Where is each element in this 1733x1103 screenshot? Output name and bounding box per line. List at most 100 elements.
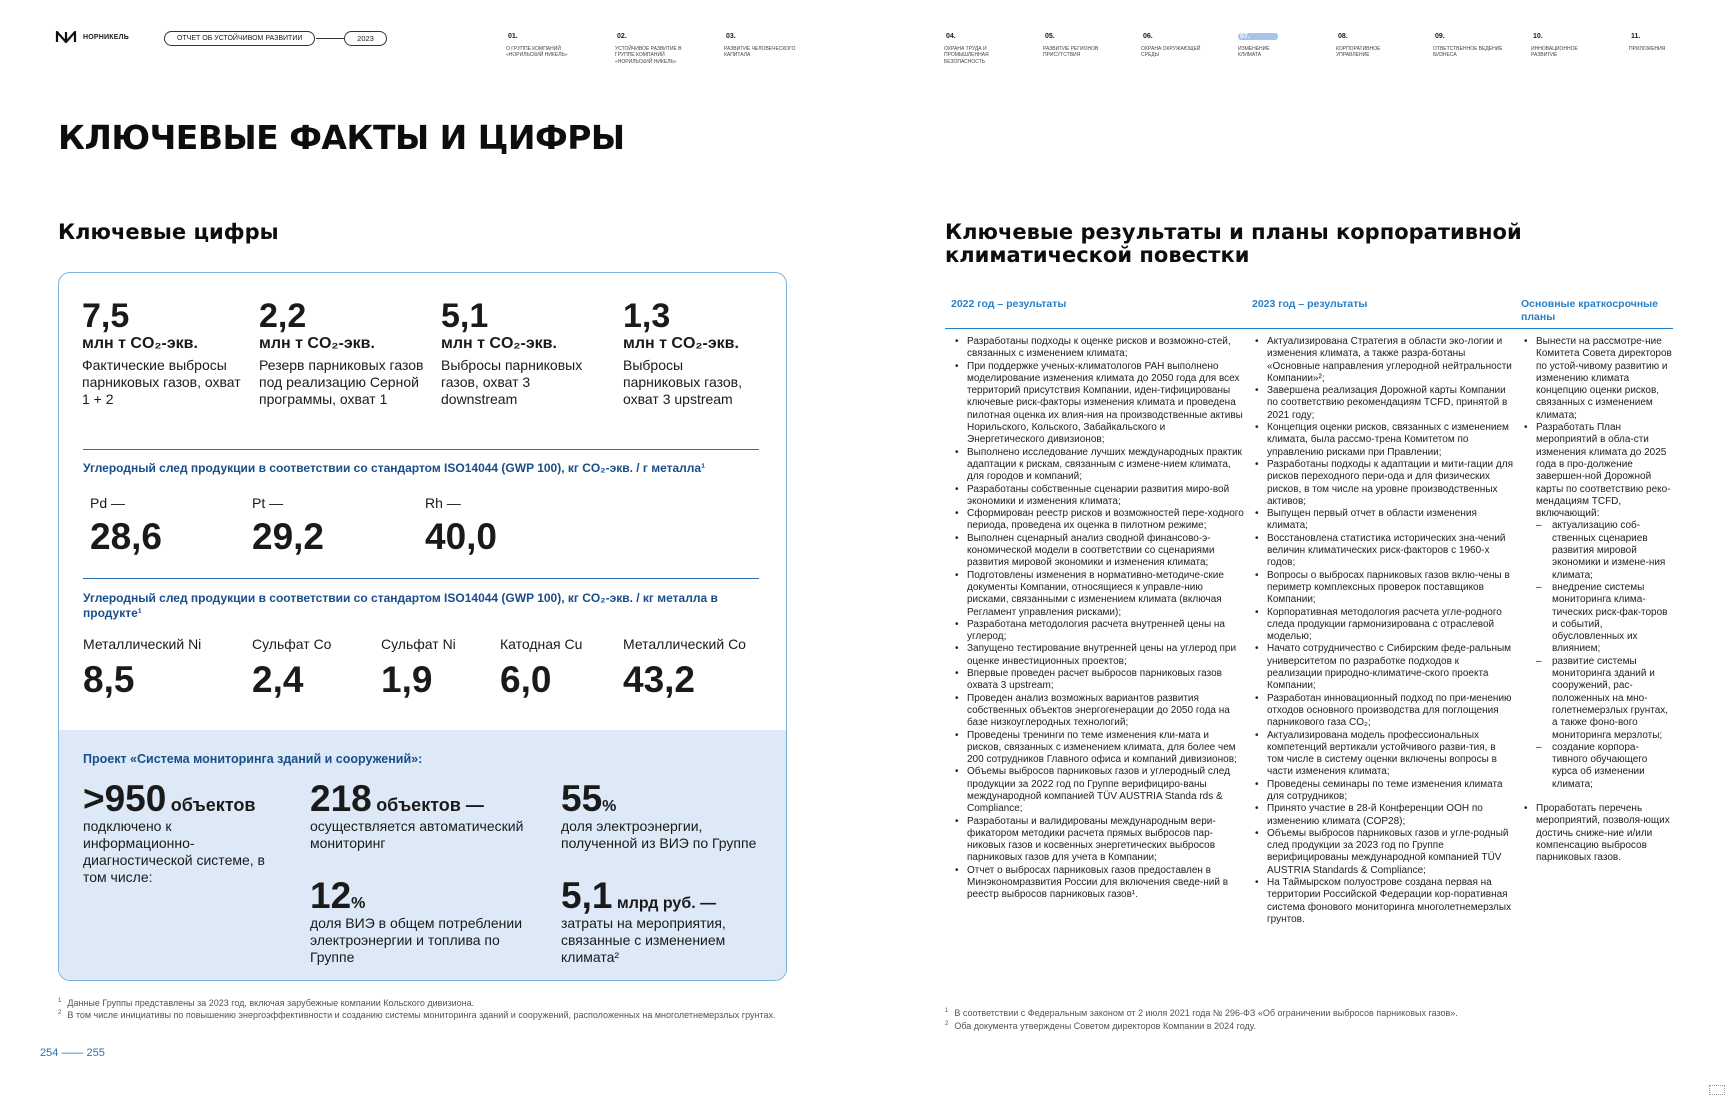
- monitoring-auto: 218 объектов — осуществляется автоматиче…: [310, 780, 530, 852]
- list-item: внедрение системы мониторинга клима-тиче…: [1522, 582, 1672, 656]
- logo[interactable]: НОРНИКЕЛЬ: [55, 30, 129, 44]
- key-figure-unit: млн т CO₂-экв.: [82, 335, 198, 352]
- list-item: Вопросы о выбросах парниковых газов вклю…: [1253, 570, 1515, 607]
- monitoring-unit: %: [602, 798, 617, 815]
- nav-number: 07.: [1238, 33, 1278, 40]
- nav-item-1[interactable]: 01. О ГРУППЕ КОМПАНИЙ «НОРИЛЬСКИЙ НИКЕЛЬ»: [506, 25, 596, 59]
- nav-item-7[interactable]: 07. ИЗМЕНЕНИЕ КЛИМАТА: [1238, 25, 1328, 59]
- list-item: Начато сотрудничество с Сибирским феде-р…: [1253, 643, 1515, 692]
- nav-item-3[interactable]: 03. РАЗВИТИЕ ЧЕЛОВЕЧЕСКОГО КАПИТАЛА: [724, 25, 814, 59]
- nav-item-5[interactable]: 05. РАЗВИТИЕ РЕГИОНОВ ПРИСУТСТВИЯ: [1043, 25, 1133, 59]
- nav-item-4[interactable]: 04. ОХРАНА ТРУДА И ПРОМЫШЛЕННАЯ БЕЗОПАСНО…: [944, 25, 1034, 65]
- report-label-pill[interactable]: ОТЧЕТ ОБ УСТОЙЧИВОМ РАЗВИТИИ: [164, 31, 316, 46]
- monitoring-unit: %: [351, 895, 366, 912]
- nav-label: ОХРАНА ОКРУЖАЮЩЕЙ СРЕДЫ: [1141, 46, 1201, 59]
- col-plans: Вынести на рассмотре-ние Комитета Совета…: [1522, 336, 1672, 864]
- list-item: Разработать План мероприятий в обла-сти …: [1522, 422, 1672, 520]
- monitoring-unit: объектов —: [376, 795, 484, 815]
- key-figure-value: 5,1: [441, 297, 489, 335]
- metal-pd: Pd — 28,6: [90, 495, 162, 557]
- key-figures-title: Ключевые цифры: [58, 220, 279, 244]
- nav-item-9[interactable]: 09. ОТВЕТСТВЕННОЕ ВЕДЕНИЕ БИЗНЕСА: [1433, 25, 1523, 59]
- key-figure-unit: млн т CO₂-экв.: [441, 335, 557, 352]
- list-item: Принято участие в 28-й Конференции ООН п…: [1253, 803, 1515, 828]
- monitoring-value: 5,1: [561, 875, 613, 916]
- nav-number: 09.: [1435, 33, 1445, 40]
- nav-item-6[interactable]: 06. ОХРАНА ОКРУЖАЮЩЕЙ СРЕДЫ: [1141, 25, 1231, 59]
- nav-number: 04.: [946, 33, 956, 40]
- nav-label: ИННОВАЦИОННОЕ РАЗВИТИЕ: [1531, 46, 1578, 59]
- monitoring-res-share: 55% доля электроэнергии, полученной из В…: [561, 780, 776, 852]
- key-figure-desc: Выбросы парниковых газов, охват 3 upstre…: [623, 357, 742, 407]
- nav-label: ОХРАНА ТРУДА И ПРОМЫШЛЕННАЯ БЕЗОПАСНОСТЬ: [944, 46, 989, 65]
- nav-label: РАЗВИТИЕ ЧЕЛОВЕЧЕСКОГО КАПИТАЛА: [724, 46, 796, 59]
- nav-item-11[interactable]: 11. ПРИЛОЖЕНИЯ: [1629, 25, 1719, 52]
- col-2023: Актуализирована Стратегия в области эко-…: [1253, 336, 1515, 926]
- footprint-kg-heading: Углеродный след продукции в соответствии…: [83, 591, 718, 620]
- metal-name: Катодная Cu: [500, 636, 583, 652]
- list-item: Разработан инновационный подход по при-м…: [1253, 693, 1515, 730]
- metal-value: 6,0: [500, 659, 552, 700]
- footnote-number: 2: [945, 1021, 949, 1027]
- monitoring-desc: подключено к информационно-диагностическ…: [83, 818, 265, 885]
- key-figure-desc: Фактические выбросы парниковых газов, ох…: [82, 357, 241, 407]
- footnote: 1 Данные Группы представлены за 2023 год,…: [58, 996, 778, 1009]
- list-item: При поддержке ученых-климатологов РАН вы…: [953, 361, 1245, 447]
- page-title: КЛЮЧЕВЫЕ ФАКТЫ И ЦИФРЫ: [58, 118, 625, 157]
- metal-value: 8,5: [83, 659, 135, 700]
- list-item: Концепция оценки рисков, связанных с изм…: [1253, 422, 1515, 459]
- monitoring-value: 218: [310, 778, 372, 819]
- nav-label: ПРИЛОЖЕНИЯ: [1629, 46, 1666, 52]
- nav-label: ОТВЕТСТВЕННОЕ ВЕДЕНИЕ БИЗНЕСА: [1433, 46, 1503, 59]
- metal-value: 2,4: [252, 659, 304, 700]
- monitoring-panel: Проект «Система мониторинга зданий и соо…: [59, 730, 786, 980]
- footnote-text: Оба документа утверждены Советом директо…: [954, 1021, 1256, 1031]
- nav-number: 11.: [1631, 33, 1641, 40]
- col-2022-head: 2022 год – результаты: [951, 298, 1067, 310]
- monitoring-unit: объектов: [170, 795, 256, 815]
- logo-icon: [55, 30, 77, 44]
- metal-value: 1,9: [381, 659, 433, 700]
- nav-number: 06.: [1143, 33, 1153, 40]
- key-figure: 7,5 млн т CO₂-экв. Фактические выбросы п…: [82, 299, 247, 408]
- footprint-g-heading: Углеродный след продукции в соответствии…: [83, 461, 706, 475]
- footnote: 2 Оба документа утверждены Советом директ…: [945, 1019, 1665, 1032]
- nav-number: 03.: [726, 33, 736, 40]
- key-figure-value: 1,3: [623, 297, 671, 335]
- nav-number: 02.: [617, 33, 627, 40]
- key-figure: 5,1 млн т CO₂-экв. Выбросы парниковых га…: [441, 299, 606, 408]
- list-item: Проведены семинары по теме изменения кли…: [1253, 779, 1515, 804]
- nav-label: РАЗВИТИЕ РЕГИОНОВ ПРИСУТСТВИЯ: [1043, 46, 1099, 59]
- metal-name: Rh —: [425, 495, 461, 511]
- list-item: Проработать перечень мероприятий, позвол…: [1522, 803, 1672, 864]
- metal-value: 43,2: [623, 659, 696, 700]
- list-item: создание корпора-тивного обучающего курс…: [1522, 742, 1672, 791]
- nav-item-2[interactable]: 02. УСТОЙЧИВОЕ РАЗВИТИЕ В ГРУППЕ КОМПАНИЙ…: [615, 25, 705, 65]
- metal-value: 29,2: [252, 516, 325, 557]
- list-item: На Таймырском полуострове создана первая…: [1253, 877, 1515, 926]
- footnote: 2 В том числе инициативы по повышению эне…: [58, 1008, 778, 1021]
- col-2023-head: 2023 год – результаты: [1252, 298, 1368, 310]
- list-item: Разработаны и валидированы международным…: [953, 816, 1245, 865]
- list-item: Отчет о выбросах парниковых газов предос…: [953, 865, 1245, 902]
- key-figures-box: 7,5 млн т CO₂-экв. Фактические выбросы п…: [58, 272, 787, 981]
- nav-label: КОРПОРАТИВНОЕ УПРАВЛЕНИЕ: [1336, 46, 1381, 59]
- monitoring-value: >950: [83, 778, 167, 819]
- list-item: Выполнен сценарный анализ сводной финанс…: [953, 533, 1245, 570]
- list-item: Корпоративная методология расчета угле-р…: [1253, 607, 1515, 644]
- monitoring-desc: осуществляется автоматический мониторинг: [310, 818, 524, 851]
- col-plans-head: Основные краткосрочные планы: [1521, 298, 1658, 323]
- list-item: Разработаны подходы к адаптации и мити-г…: [1253, 459, 1515, 508]
- logo-text: НОРНИКЕЛЬ: [83, 33, 129, 41]
- monitoring-value: 12: [310, 875, 352, 916]
- list-item: Вынести на рассмотре-ние Комитета Совета…: [1522, 336, 1672, 422]
- nav-item-8[interactable]: 08. КОРПОРАТИВНОЕ УПРАВЛЕНИЕ: [1336, 25, 1426, 59]
- nav-number: 05.: [1045, 33, 1055, 40]
- page-numbers: 254 —— 255: [40, 1047, 105, 1059]
- key-figure-unit: млн т CO₂-экв.: [623, 335, 739, 352]
- nav-label: УСТОЙЧИВОЕ РАЗВИТИЕ В ГРУППЕ КОМПАНИЙ «Н…: [615, 46, 682, 65]
- list-item: Объемы выбросов парниковых газов и углер…: [953, 766, 1245, 815]
- table-header-line: [945, 328, 1673, 329]
- year-pill[interactable]: 2023: [344, 31, 387, 46]
- nav-item-10[interactable]: 10. ИННОВАЦИОННОЕ РАЗВИТИЕ: [1531, 25, 1621, 59]
